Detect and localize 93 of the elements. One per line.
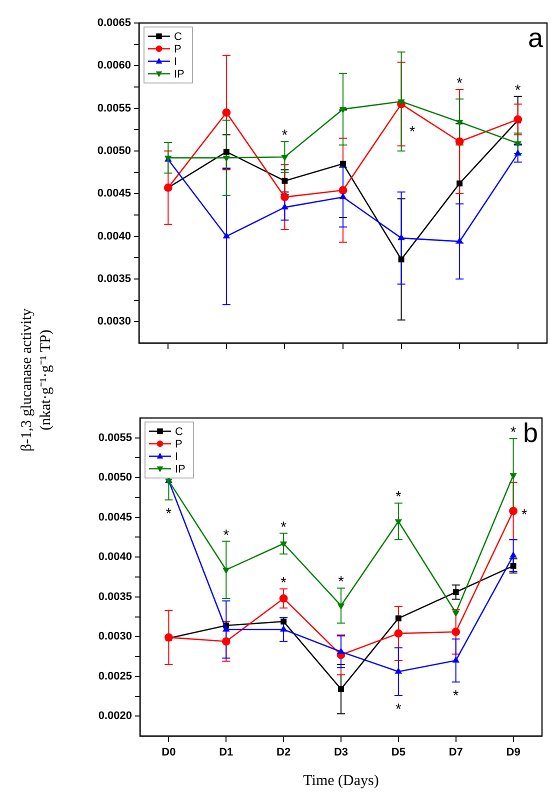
point <box>452 656 460 663</box>
y-tick-label: 0.0060 <box>97 60 131 72</box>
y-tick-label: 0.0040 <box>97 230 131 242</box>
legend-label: I <box>174 56 178 68</box>
y-axis-title: β-1,3 glucanase activity (nkat·g⁻¹·g⁻¹ TP) <box>18 308 55 454</box>
point <box>337 648 345 654</box>
point <box>222 568 230 574</box>
point <box>280 618 287 624</box>
y-tick-label: 0.0040 <box>98 551 132 564</box>
point <box>509 506 518 516</box>
point <box>510 562 516 569</box>
annotation: * <box>282 127 288 144</box>
x-tick-label: D7 <box>448 746 463 759</box>
annotation: * <box>452 687 459 704</box>
point <box>456 237 464 244</box>
point <box>398 256 404 262</box>
point <box>455 137 464 146</box>
annotation: * <box>456 75 463 92</box>
y-tick-label: 0.0035 <box>98 590 132 603</box>
y-tick-label: 0.0035 <box>97 273 131 286</box>
annotation: * <box>338 574 344 591</box>
point <box>510 473 517 480</box>
x-tick-label: D3 <box>334 746 348 759</box>
point <box>222 625 230 632</box>
point <box>339 192 347 200</box>
annotation: * <box>396 701 402 718</box>
x-tick-label: D2 <box>276 746 291 759</box>
y-tick-label: 0.0045 <box>98 511 132 524</box>
annotation: * <box>280 574 287 592</box>
point <box>222 232 230 238</box>
annotation: * <box>396 488 402 506</box>
point <box>398 99 405 106</box>
point <box>452 589 459 596</box>
point <box>395 615 402 622</box>
point <box>223 148 230 155</box>
point <box>456 120 464 126</box>
point <box>514 141 522 148</box>
x-tick-label: D9 <box>506 746 520 759</box>
point <box>514 149 522 156</box>
point <box>452 628 460 636</box>
annotation: * <box>521 506 528 524</box>
point <box>222 637 230 646</box>
chart-title: a <box>528 22 544 53</box>
annotation: * <box>514 82 521 99</box>
point <box>338 686 344 692</box>
chart-title: b <box>522 418 538 448</box>
point <box>279 594 288 603</box>
point <box>222 156 230 162</box>
point <box>339 107 347 114</box>
point <box>452 610 460 617</box>
y-tick-label: 0.0055 <box>97 102 131 114</box>
y-tick-label: 0.0065 <box>97 17 131 30</box>
point <box>394 629 403 638</box>
x-tick-label: D1 <box>219 746 234 759</box>
point <box>398 234 405 240</box>
point <box>510 551 517 558</box>
y-tick-label: 0.0030 <box>98 630 132 643</box>
x-axis-title: Time (Days) <box>303 772 379 789</box>
y-tick-label: 0.0030 <box>97 316 131 328</box>
y-tick-label: 0.0050 <box>98 472 132 484</box>
point <box>280 625 288 632</box>
legend-label: P <box>174 43 182 56</box>
annotation: * <box>409 124 416 141</box>
point <box>165 478 172 486</box>
y-tick-label: 0.0050 <box>97 145 131 158</box>
point <box>456 180 463 186</box>
point <box>222 108 231 117</box>
annotation: * <box>223 526 230 544</box>
y-tick-label: 0.0045 <box>97 188 131 200</box>
x-tick-label: D5 <box>391 746 406 759</box>
point <box>394 667 402 674</box>
y-tick-label: 0.0025 <box>98 670 132 682</box>
point <box>281 203 288 210</box>
annotation: * <box>280 518 287 536</box>
legend-label: C <box>174 30 182 43</box>
point <box>340 160 346 167</box>
annotation: * <box>510 424 516 442</box>
legend-label: IP <box>174 68 184 80</box>
legend-label: P <box>175 438 182 450</box>
x-tick-label: D0 <box>162 746 176 759</box>
point <box>338 186 348 194</box>
legend-label: IP <box>175 463 186 476</box>
annotation: * <box>166 505 172 522</box>
point <box>282 178 288 184</box>
point <box>281 154 288 162</box>
y-tick-label: 0.0055 <box>98 432 132 444</box>
legend-label: C <box>175 426 183 438</box>
point <box>280 192 289 202</box>
point <box>280 542 288 548</box>
legend-label: I <box>175 450 178 463</box>
y-tick-label: 0.0020 <box>98 710 132 722</box>
point <box>337 604 345 610</box>
point <box>394 519 402 526</box>
